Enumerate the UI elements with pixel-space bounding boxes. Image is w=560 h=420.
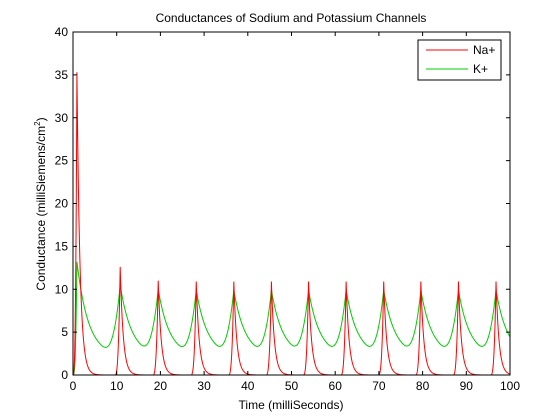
y-tick-label: 0 <box>61 368 68 382</box>
y-tick-label: 5 <box>61 325 68 339</box>
y-tick-label: 20 <box>55 197 69 211</box>
plot-area <box>73 32 510 375</box>
y-tick-label: 15 <box>55 239 69 253</box>
y-tick-label: 25 <box>55 154 69 168</box>
chart-title: Conductances of Sodium and Potassium Cha… <box>156 11 427 25</box>
legend-label-k: K+ <box>473 62 488 76</box>
y-axis-label-main: Conductance (milliSiemens/cm <box>34 126 48 291</box>
x-axis-label: Time (milliSeconds) <box>239 398 344 412</box>
x-tick-label: 70 <box>372 379 386 393</box>
y-tick-label: 10 <box>55 282 69 296</box>
x-tick-label: 40 <box>241 379 255 393</box>
x-tick-label: 50 <box>285 379 299 393</box>
y-tick-label: 35 <box>55 68 69 82</box>
x-tick-label: 20 <box>154 379 168 393</box>
y-tick-label: 40 <box>55 25 69 39</box>
x-tick-label: 90 <box>460 379 474 393</box>
x-tick-label: 80 <box>416 379 430 393</box>
y-axis-label-end: ) <box>34 117 48 121</box>
x-tick-label: 30 <box>197 379 211 393</box>
legend: Na+ K+ <box>418 40 501 80</box>
x-tick-label: 0 <box>70 379 77 393</box>
legend-label-na: Na+ <box>473 43 495 57</box>
x-tick-label: 60 <box>329 379 343 393</box>
x-tick-label: 10 <box>110 379 124 393</box>
x-tick-label: 100 <box>500 379 520 393</box>
y-tick-label: 30 <box>55 111 69 125</box>
y-axis-label: Conductance (milliSiemens/cm2) <box>33 117 48 290</box>
